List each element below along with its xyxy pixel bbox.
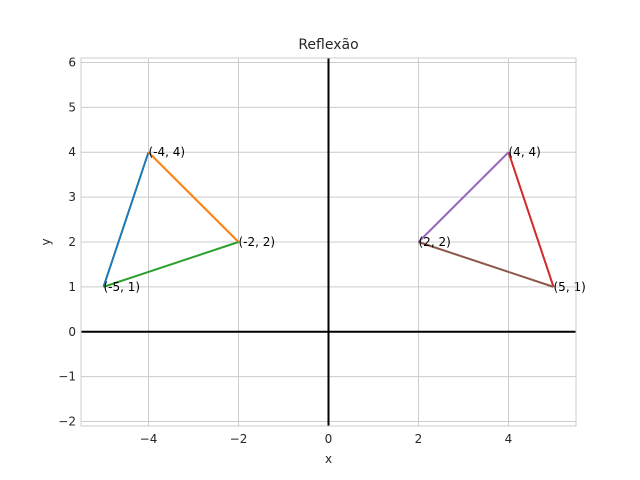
x-axis-label: x: [325, 452, 332, 466]
x-tick-label: −4: [140, 432, 158, 446]
y-tick-label: 0: [68, 325, 76, 339]
y-tick-label: −2: [58, 415, 76, 429]
chart-title: Reflexão: [298, 37, 358, 53]
x-tick-label: −2: [230, 432, 248, 446]
series-line: [147, 151, 240, 243]
y-tick-label: 3: [68, 190, 76, 204]
point-label: (5, 1): [554, 280, 586, 294]
y-axis-label: y: [39, 238, 53, 245]
series-group: [102, 151, 555, 288]
series-line: [507, 151, 555, 288]
x-tick-label: 4: [505, 432, 513, 446]
y-tick-label: 4: [68, 145, 76, 159]
point-label: (-4, 4): [149, 145, 186, 159]
y-tick-label: 1: [68, 280, 76, 294]
point-labels: (-5, 1) (-4, 4) (-2, 2) (5, 1) (4, 4) (2, 2): [104, 145, 586, 294]
point-label: (2, 2): [419, 235, 451, 249]
x-tick-labels: −4 −2 0 2 4: [140, 432, 513, 446]
reference-axes: [81, 58, 576, 426]
series-line: [103, 241, 239, 288]
y-tick-labels: −2 −1 0 1 2 3 4 5 6: [58, 55, 76, 428]
point-label: (4, 4): [509, 145, 541, 159]
plot-frame: [80, 57, 577, 427]
series-line: [102, 151, 150, 288]
series-line: [417, 151, 510, 243]
point-label: (-5, 1): [104, 280, 141, 294]
y-tick-label: 2: [68, 235, 76, 249]
y-tick-label: 5: [68, 100, 76, 114]
point-label: (-2, 2): [239, 235, 276, 249]
y-tick-label: 6: [68, 55, 76, 69]
x-tick-label: 2: [415, 432, 423, 446]
y-tick-label: −1: [58, 370, 76, 384]
x-tick-label: 0: [325, 432, 333, 446]
series-line: [418, 241, 554, 288]
